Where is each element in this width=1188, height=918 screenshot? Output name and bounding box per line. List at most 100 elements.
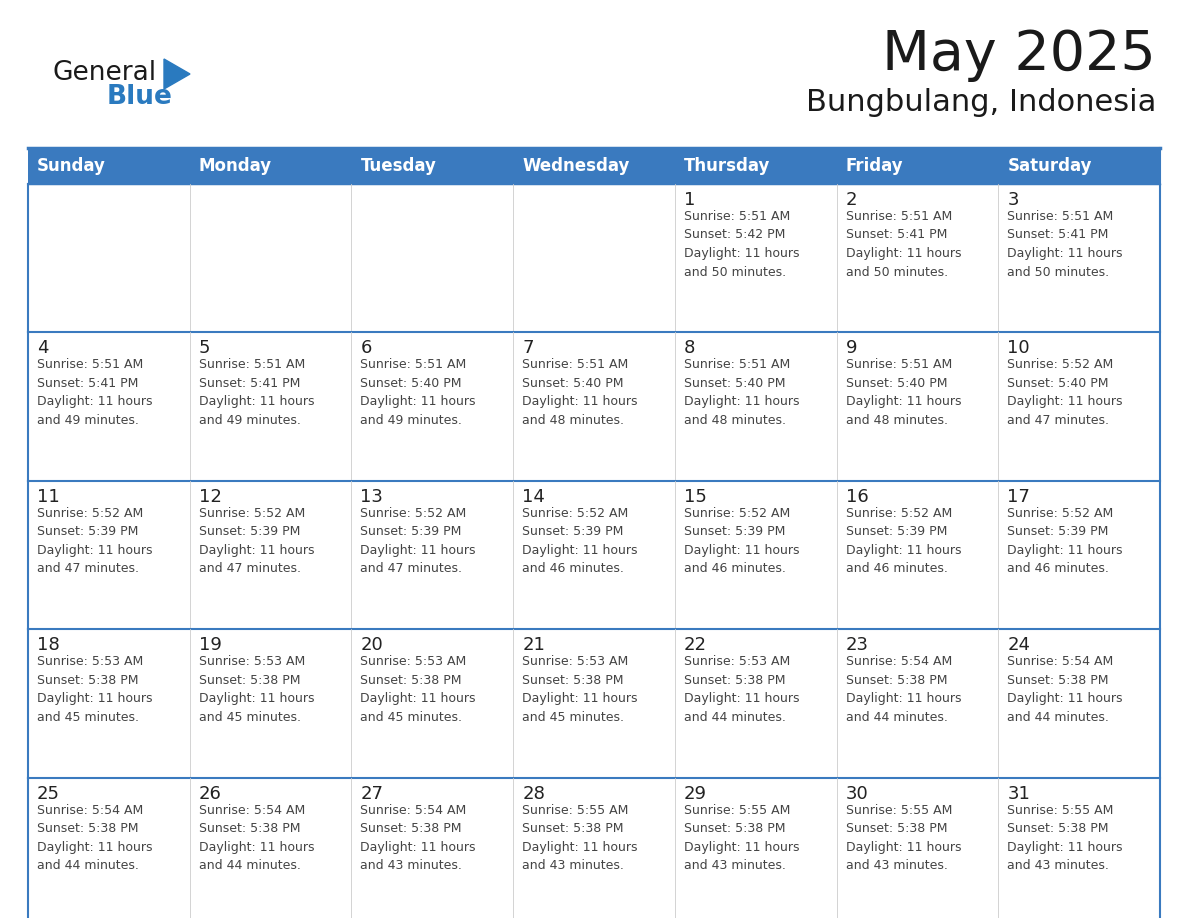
Text: Sunrise: 5:53 AM: Sunrise: 5:53 AM [360, 655, 467, 668]
Text: 19: 19 [198, 636, 222, 655]
Text: Sunset: 5:38 PM: Sunset: 5:38 PM [37, 674, 139, 687]
Text: 26: 26 [198, 785, 222, 802]
Text: and 47 minutes.: and 47 minutes. [37, 563, 139, 576]
Text: Daylight: 11 hours: Daylight: 11 hours [846, 692, 961, 705]
Text: 3: 3 [1007, 191, 1019, 209]
Text: 16: 16 [846, 487, 868, 506]
Bar [513, 332, 675, 481]
Text: 1: 1 [684, 191, 695, 209]
Text: Wednesday: Wednesday [523, 157, 630, 175]
Text: 6: 6 [360, 340, 372, 357]
Bar [190, 148, 352, 184]
Text: Sunrise: 5:51 AM: Sunrise: 5:51 AM [360, 358, 467, 372]
Text: Sunset: 5:40 PM: Sunset: 5:40 PM [523, 377, 624, 390]
Text: Sunrise: 5:54 AM: Sunrise: 5:54 AM [360, 803, 467, 817]
Text: Daylight: 11 hours: Daylight: 11 hours [523, 396, 638, 409]
Bar [836, 481, 998, 629]
Text: Sunset: 5:38 PM: Sunset: 5:38 PM [523, 674, 624, 687]
Text: Sunset: 5:40 PM: Sunset: 5:40 PM [1007, 377, 1108, 390]
Text: 30: 30 [846, 785, 868, 802]
Bar [190, 481, 352, 629]
Bar [513, 184, 675, 332]
Text: and 43 minutes.: and 43 minutes. [684, 859, 785, 872]
Text: Daylight: 11 hours: Daylight: 11 hours [37, 692, 152, 705]
Text: Sunset: 5:42 PM: Sunset: 5:42 PM [684, 229, 785, 241]
Text: Monday: Monday [198, 157, 272, 175]
Text: 2: 2 [846, 191, 857, 209]
Bar [675, 629, 836, 778]
Text: and 44 minutes.: and 44 minutes. [684, 711, 785, 723]
Text: 21: 21 [523, 636, 545, 655]
Text: and 47 minutes.: and 47 minutes. [198, 563, 301, 576]
Text: Daylight: 11 hours: Daylight: 11 hours [846, 247, 961, 260]
Text: and 44 minutes.: and 44 minutes. [1007, 711, 1110, 723]
Text: Daylight: 11 hours: Daylight: 11 hours [684, 841, 800, 854]
Text: Sunset: 5:40 PM: Sunset: 5:40 PM [846, 377, 947, 390]
Bar [836, 778, 998, 918]
Text: Sunset: 5:38 PM: Sunset: 5:38 PM [360, 674, 462, 687]
Text: and 45 minutes.: and 45 minutes. [37, 711, 139, 723]
Text: and 45 minutes.: and 45 minutes. [198, 711, 301, 723]
Text: Daylight: 11 hours: Daylight: 11 hours [37, 543, 152, 557]
Text: General: General [52, 60, 156, 86]
Text: Sunset: 5:41 PM: Sunset: 5:41 PM [37, 377, 138, 390]
Text: Daylight: 11 hours: Daylight: 11 hours [684, 396, 800, 409]
Text: and 46 minutes.: and 46 minutes. [684, 563, 785, 576]
Text: and 48 minutes.: and 48 minutes. [684, 414, 785, 427]
Text: and 44 minutes.: and 44 minutes. [198, 859, 301, 872]
Bar [352, 778, 513, 918]
Bar [29, 629, 190, 778]
Text: 13: 13 [360, 487, 384, 506]
Bar [29, 778, 190, 918]
Bar [513, 778, 675, 918]
Text: Sunset: 5:38 PM: Sunset: 5:38 PM [523, 823, 624, 835]
Bar [998, 778, 1159, 918]
Bar [998, 184, 1159, 332]
Bar [675, 778, 836, 918]
Bar [29, 184, 190, 332]
Text: Daylight: 11 hours: Daylight: 11 hours [523, 841, 638, 854]
Text: 24: 24 [1007, 636, 1030, 655]
Bar [836, 629, 998, 778]
Text: Sunset: 5:38 PM: Sunset: 5:38 PM [198, 823, 301, 835]
Text: Sunset: 5:38 PM: Sunset: 5:38 PM [1007, 674, 1108, 687]
Text: Sunset: 5:39 PM: Sunset: 5:39 PM [360, 525, 462, 538]
Text: 4: 4 [37, 340, 49, 357]
Text: 27: 27 [360, 785, 384, 802]
Bar [29, 148, 190, 184]
Text: Sunset: 5:39 PM: Sunset: 5:39 PM [846, 525, 947, 538]
Text: Sunrise: 5:51 AM: Sunrise: 5:51 AM [846, 210, 952, 223]
Text: Daylight: 11 hours: Daylight: 11 hours [198, 692, 314, 705]
Text: Sunday: Sunday [37, 157, 106, 175]
Text: and 49 minutes.: and 49 minutes. [360, 414, 462, 427]
Bar [998, 481, 1159, 629]
Text: and 43 minutes.: and 43 minutes. [846, 859, 948, 872]
Bar [998, 148, 1159, 184]
Text: 14: 14 [523, 487, 545, 506]
Bar [513, 629, 675, 778]
Text: Sunrise: 5:53 AM: Sunrise: 5:53 AM [198, 655, 305, 668]
Text: Sunrise: 5:52 AM: Sunrise: 5:52 AM [198, 507, 305, 520]
Text: 25: 25 [37, 785, 61, 802]
Text: and 45 minutes.: and 45 minutes. [360, 711, 462, 723]
Text: Daylight: 11 hours: Daylight: 11 hours [1007, 396, 1123, 409]
Text: and 49 minutes.: and 49 minutes. [37, 414, 139, 427]
Text: Sunset: 5:41 PM: Sunset: 5:41 PM [1007, 229, 1108, 241]
Text: Sunrise: 5:52 AM: Sunrise: 5:52 AM [1007, 358, 1113, 372]
Text: 10: 10 [1007, 340, 1030, 357]
Text: Sunset: 5:39 PM: Sunset: 5:39 PM [523, 525, 624, 538]
Text: Sunrise: 5:55 AM: Sunrise: 5:55 AM [846, 803, 952, 817]
Text: 9: 9 [846, 340, 857, 357]
Text: Sunrise: 5:51 AM: Sunrise: 5:51 AM [198, 358, 305, 372]
Bar [190, 184, 352, 332]
Text: Daylight: 11 hours: Daylight: 11 hours [1007, 692, 1123, 705]
Bar [513, 148, 675, 184]
Text: May 2025: May 2025 [883, 28, 1156, 82]
Text: Sunset: 5:40 PM: Sunset: 5:40 PM [684, 377, 785, 390]
Text: 17: 17 [1007, 487, 1030, 506]
Text: and 43 minutes.: and 43 minutes. [523, 859, 624, 872]
Bar [352, 629, 513, 778]
Bar [675, 481, 836, 629]
Bar [836, 332, 998, 481]
Text: Daylight: 11 hours: Daylight: 11 hours [198, 396, 314, 409]
